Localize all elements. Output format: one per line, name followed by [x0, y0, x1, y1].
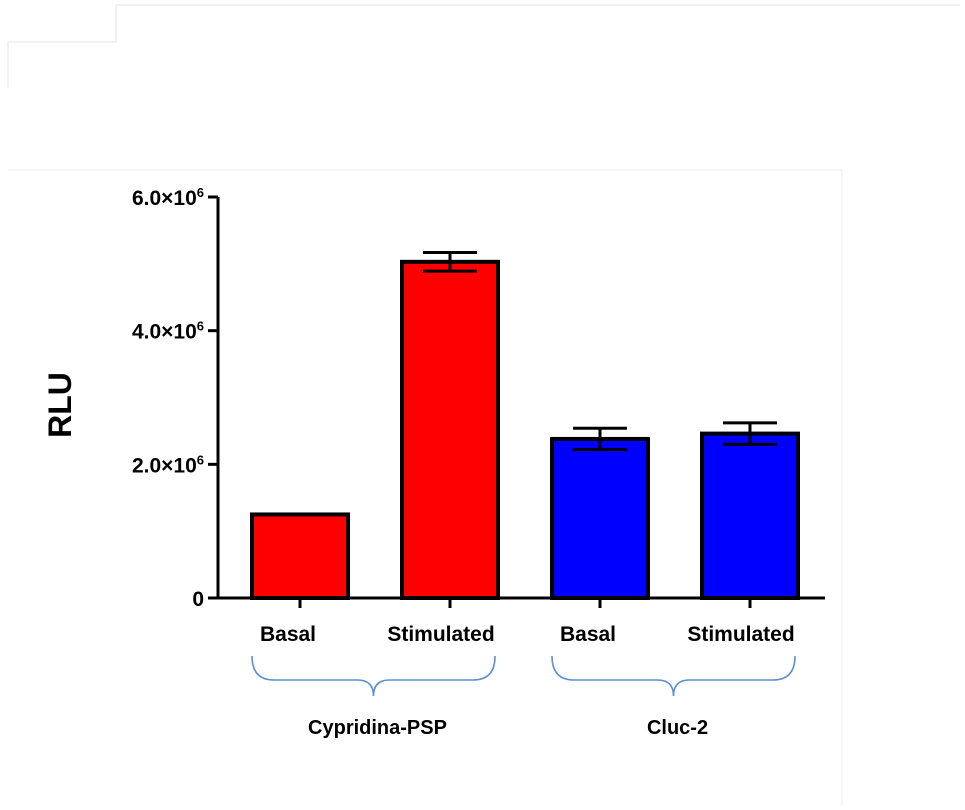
y-ticks-layer: 0 2.0×106 4.0×106 6.0×106 — [132, 185, 218, 611]
group-bracket-1 — [251, 655, 496, 697]
category-label-4: Stimulated — [687, 623, 794, 646]
group-bracket-2 — [551, 655, 796, 697]
y-tick-label-0: 0 — [192, 588, 204, 611]
y-tick-label-1: 2.0×106 — [132, 452, 204, 477]
axes-layer — [216, 197, 825, 608]
y-axis-label: RLU — [42, 372, 78, 438]
error-bar-3 — [573, 426, 627, 452]
category-labels-layer: Basal Stimulated Basal Stimulated — [260, 623, 795, 646]
error-bar-2 — [423, 250, 477, 273]
category-label-1: Basal — [260, 623, 316, 646]
category-label-3: Basal — [560, 623, 616, 646]
bar-2 — [400, 259, 500, 600]
bar-4 — [700, 431, 800, 600]
y-tick-label-2: 4.0×106 — [132, 319, 204, 344]
category-label-2: Stimulated — [387, 623, 494, 646]
group-label-1: Cypridina-PSP — [308, 717, 447, 739]
bars-layer — [250, 259, 800, 601]
error-bars-layer — [423, 250, 777, 452]
group-label-2: Cluc-2 — [647, 717, 708, 739]
bar-1 — [250, 512, 350, 600]
group-brackets-layer: Cypridina-PSP Cluc-2 — [251, 655, 796, 739]
error-bar-4 — [723, 421, 777, 446]
y-tick-label-3: 6.0×106 — [132, 185, 204, 210]
bar-3 — [550, 436, 650, 601]
